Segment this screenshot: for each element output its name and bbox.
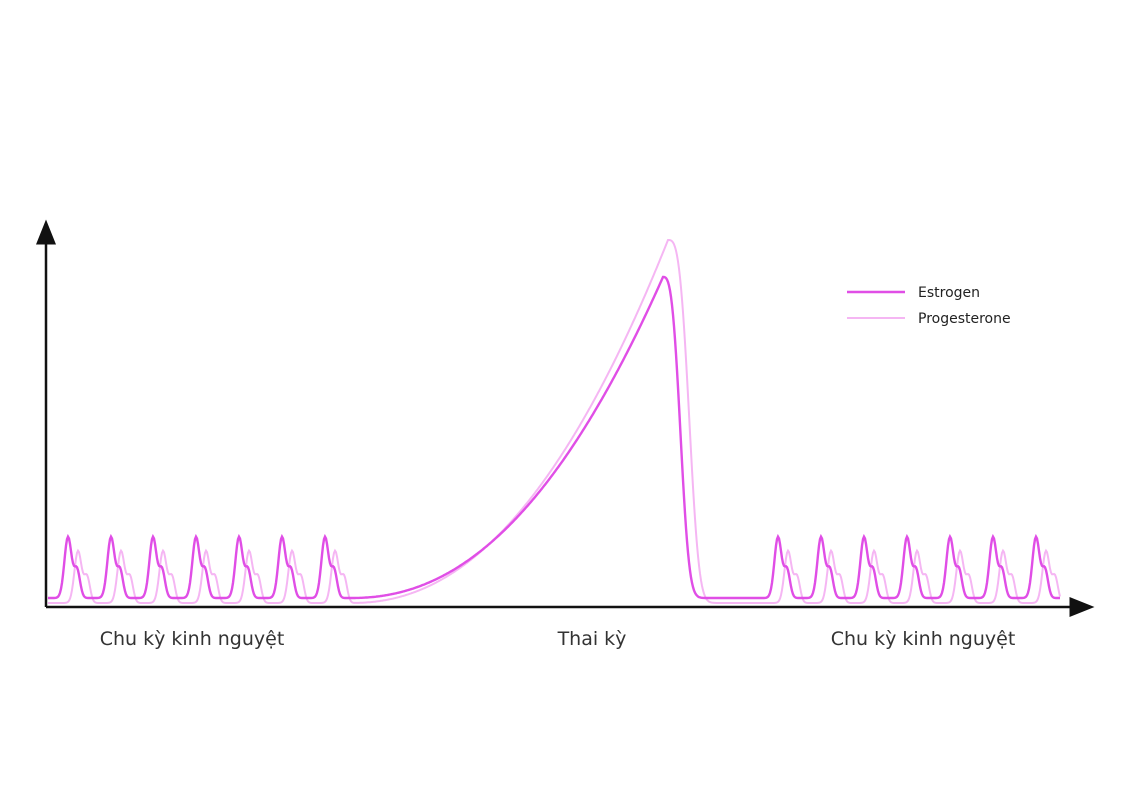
- phase-label: Chu kỳ kinh nguyệt: [100, 628, 285, 650]
- legend-label: Estrogen: [918, 285, 980, 301]
- progesterone-curve: [48, 239, 1061, 604]
- legend-label: Progesterone: [918, 311, 1011, 327]
- phase-label: Chu kỳ kinh nguyệt: [831, 628, 1016, 650]
- estrogen-curve: [48, 275, 1060, 600]
- phase-label: Thai kỳ: [557, 628, 627, 650]
